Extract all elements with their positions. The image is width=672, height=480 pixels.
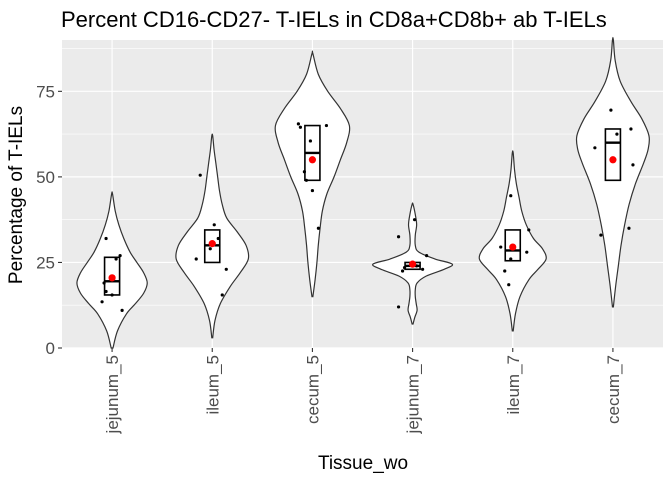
x-tick-label-jejunum_7: jejunum_7 [404, 355, 423, 434]
means [108, 156, 617, 282]
x-axis-title: Tissue_wo [318, 453, 408, 474]
mean-point-jejunum_5 [108, 274, 116, 282]
box-cecum_7 [604, 128, 622, 182]
x-tick-label-jejunum_5: jejunum_5 [103, 355, 122, 434]
plot-panel [62, 40, 663, 348]
mean-point-ileum_5 [208, 240, 216, 248]
y-tick-label: 25 [36, 253, 55, 272]
data-point [396, 235, 401, 239]
data-point [615, 132, 619, 136]
data-point [118, 254, 122, 258]
x-tick-label-cecum_5: cecum_5 [303, 355, 322, 424]
data-point [509, 194, 513, 198]
x-tick-label-ileum_5: ileum_5 [203, 355, 222, 415]
data-point [298, 125, 302, 129]
mean-point-cecum_5 [308, 156, 317, 164]
data-point [525, 250, 529, 254]
data-point [224, 267, 228, 271]
data-point [425, 254, 429, 258]
violin-ileum_7 [478, 150, 547, 332]
data-point [304, 178, 309, 182]
data-point [110, 293, 114, 297]
data-point [220, 293, 224, 297]
data-point [316, 226, 321, 230]
violin-cecum_5 [274, 50, 351, 298]
data-point [629, 127, 633, 131]
data-point [324, 123, 329, 128]
data-point [296, 122, 300, 126]
data-point [627, 226, 631, 230]
data-point [208, 247, 212, 251]
data-point [310, 188, 315, 193]
grid-minor [62, 48, 663, 306]
data-point [402, 265, 407, 270]
mean-point-cecum_7 [609, 156, 617, 164]
data-point [599, 233, 603, 237]
data-point [509, 257, 513, 261]
data-point [194, 257, 198, 261]
violin-cecum_7 [575, 36, 651, 308]
y-axis-title: Percentage of T-IELs [6, 106, 27, 284]
mean-point-jejunum_7 [408, 260, 417, 268]
x-tick-label-cecum_7: cecum_7 [604, 355, 623, 424]
violin-jejunum_5 [76, 191, 148, 349]
data-point [104, 236, 108, 241]
data-point [609, 108, 613, 112]
data-point [400, 269, 405, 273]
data-point [412, 218, 417, 222]
data-point [527, 228, 531, 232]
mean-point-ileum_7 [509, 243, 517, 251]
data-point [593, 146, 597, 150]
data-point [421, 267, 425, 271]
data-point [396, 305, 401, 309]
y-axis: 0 25 50 75 [36, 82, 62, 358]
data-point [216, 236, 220, 241]
x-axis: jejunum_5 ileum_5 cecum_5 jejunum_7 ileum_7 c… [103, 348, 623, 434]
data-point [120, 308, 124, 312]
violin-ileum_5 [175, 133, 250, 339]
data-point [503, 269, 507, 273]
y-tick-label: 0 [46, 339, 55, 358]
boxes [103, 124, 622, 296]
data-point [499, 245, 503, 249]
data-point [212, 223, 216, 227]
y-tick-label: 50 [36, 168, 55, 187]
data-point [114, 257, 118, 261]
data-point [302, 170, 307, 174]
data-point [308, 139, 313, 143]
data-point [104, 289, 108, 294]
data-point [507, 283, 511, 287]
data-point [100, 300, 104, 304]
chart-title: Percent CD16-CD27- T-IELs in CD8a+CD8b+ … [61, 7, 607, 32]
data-point [631, 163, 635, 167]
x-tick-label-ileum_7: ileum_7 [504, 355, 523, 415]
data-point [198, 173, 202, 177]
data-point [102, 281, 106, 285]
y-tick-label: 75 [36, 82, 55, 101]
box-ileum_7 [504, 229, 522, 262]
